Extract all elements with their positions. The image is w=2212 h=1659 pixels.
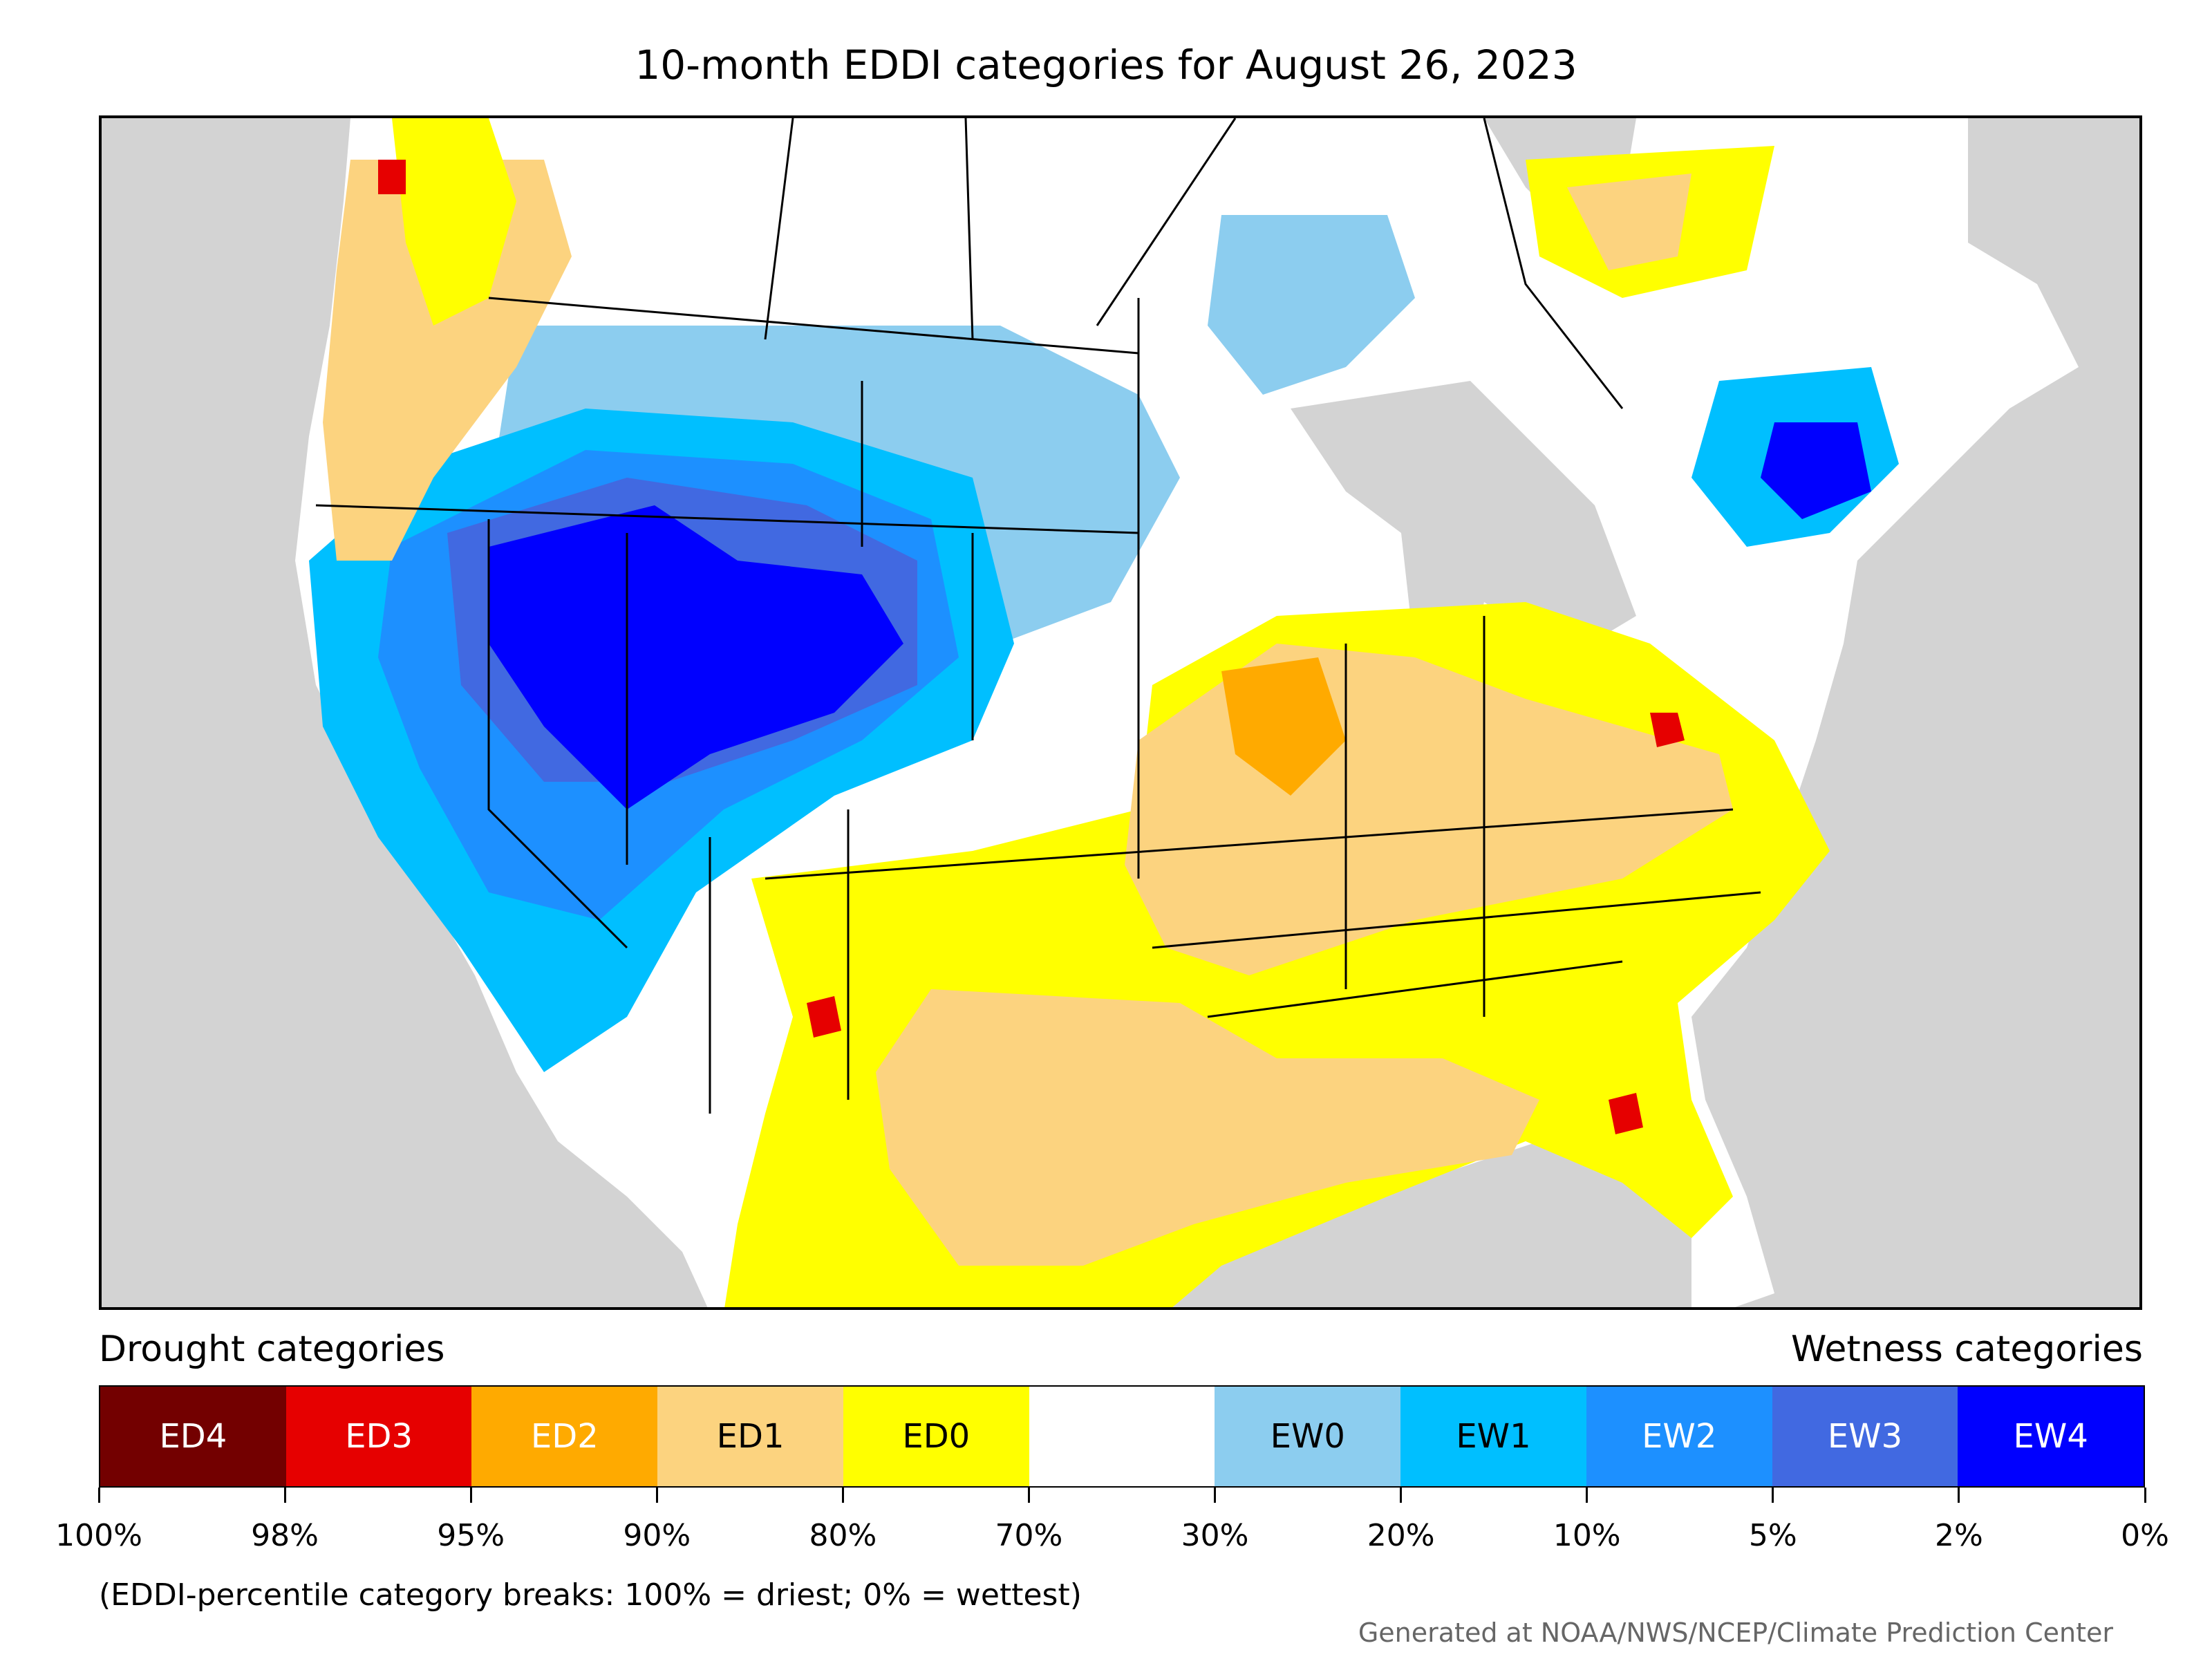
colorbar-tick-label: 98% <box>251 1518 319 1553</box>
colorbar-segment-ew2: EW2 <box>1586 1387 1772 1486</box>
colorbar-tick-label: 20% <box>1367 1518 1435 1553</box>
colorbar-tick-labels: 100% 98% 95% 90% 80% 70% 30% 20% 10% 5% 2% 0% <box>55 1518 2169 1559</box>
map-svg <box>295 118 2079 1307</box>
colorbar-tick <box>1027 1488 1030 1503</box>
colorbar-tick-label: 80% <box>809 1518 877 1553</box>
region-ew4-west <box>489 505 903 809</box>
region-ed1-quebec <box>1567 174 1691 270</box>
colorbar-tick <box>283 1488 286 1503</box>
colorbar-tick <box>655 1488 658 1503</box>
percentile-note: (EDDI-percentile category breaks: 100% =… <box>99 1577 1082 1613</box>
colorbar-segment-ed4: ED4 <box>100 1387 286 1486</box>
colorbar-tick <box>1586 1488 1588 1503</box>
region-ed3-virginia <box>1650 713 1685 747</box>
eddi-map <box>99 115 2142 1310</box>
region-ed3-texas <box>807 996 841 1038</box>
colorbar-tick-label: 70% <box>995 1518 1063 1553</box>
colorbar-tick <box>1400 1488 1403 1503</box>
region-ed3-washington <box>378 160 406 194</box>
colorbar-segment-ed1: ED1 <box>657 1387 843 1486</box>
colorbar: ED4 ED3 ED2 ED1 ED0 EW0 EW1 EW2 EW3 EW4 <box>99 1385 2145 1488</box>
colorbar-ticks <box>97 1488 2146 1515</box>
colorbar-tick-label: 90% <box>623 1518 691 1553</box>
colorbar-segment-ew1: EW1 <box>1400 1387 1586 1486</box>
wetness-categories-label: Wetness categories <box>1791 1329 2143 1370</box>
state-borders <box>315 118 1761 1114</box>
colorbar-tick-label: 30% <box>1181 1518 1249 1553</box>
colorbar-tick-label: 2% <box>1935 1518 1983 1553</box>
region-ed2-midwest <box>1221 657 1346 796</box>
colorbar-tick-label: 95% <box>437 1518 505 1553</box>
colorbar-tick-label: 10% <box>1553 1518 1621 1553</box>
credit-text: Generated at NOAA/NWS/NCEP/Climate Predi… <box>1358 1618 2113 1648</box>
colorbar-tick <box>97 1488 100 1503</box>
region-ew0-canada <box>1208 215 1415 395</box>
region-ed1-pacific-nw <box>323 160 572 561</box>
colorbar-segment-ew4: EW4 <box>1958 1387 2144 1486</box>
region-ed3-florida <box>1609 1093 1643 1134</box>
colorbar-tick-label: 100% <box>55 1518 142 1553</box>
colorbar-segment-ed2: ED2 <box>471 1387 658 1486</box>
colorbar-segment-ed0: ED0 <box>843 1387 1029 1486</box>
colorbar-tick-label: 5% <box>1748 1518 1797 1553</box>
region-ed0-pacific-nw <box>392 118 516 326</box>
colorbar-segment-ed3: ED3 <box>285 1387 472 1486</box>
colorbar-tick <box>1772 1488 1774 1503</box>
colorbar-segment-ew3: EW3 <box>1772 1387 1958 1486</box>
colorbar-tick <box>841 1488 844 1503</box>
colorbar-tick-label: 0% <box>2121 1518 2169 1553</box>
region-ew4-northeast <box>1761 422 1871 519</box>
colorbar-tick <box>469 1488 472 1503</box>
colorbar-tick <box>1214 1488 1217 1503</box>
colorbar-tick <box>1958 1488 1960 1503</box>
region-ed1-south <box>876 989 1539 1266</box>
drought-categories-label: Drought categories <box>99 1329 445 1370</box>
chart-title: 10-month EDDI categories for August 26, … <box>635 41 1577 88</box>
colorbar-segment-normal <box>1029 1387 1215 1486</box>
colorbar-tick <box>2144 1488 2146 1503</box>
colorbar-segment-ew0: EW0 <box>1215 1387 1401 1486</box>
